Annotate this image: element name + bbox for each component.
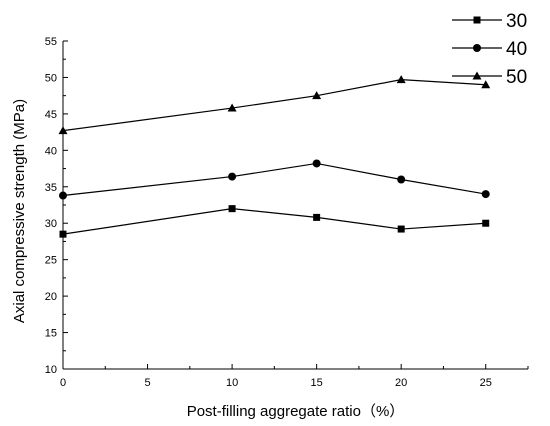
- y-tick-label: 35: [45, 182, 57, 194]
- y-tick-label: 30: [45, 218, 57, 230]
- data-point-30-1: [228, 205, 236, 213]
- legend-entry-50: 50: [452, 67, 527, 88]
- data-point-40-1: [228, 172, 237, 181]
- axes: 10 15 20 25 30 35 40 45 50 55 0 5 10 15 20 25: [45, 36, 529, 389]
- x-tick-label: 10: [226, 377, 238, 389]
- legend-entry-30: 30: [452, 11, 527, 32]
- x-tick-label: 0: [60, 377, 66, 389]
- legend-marker: [473, 16, 481, 24]
- data-point-30-4: [482, 219, 490, 227]
- legend-label: 40: [506, 39, 527, 60]
- legend-label: 30: [506, 11, 527, 32]
- data-point-50-0: [58, 126, 68, 135]
- data-point-40-3: [397, 175, 406, 184]
- series-line-50: [62, 79, 486, 132]
- series-group: [58, 75, 491, 238]
- data-point-30-3: [397, 225, 405, 233]
- y-tick-label: 25: [45, 255, 57, 267]
- x-tick-label: 5: [144, 377, 150, 389]
- series-line-40: [62, 162, 486, 197]
- legend: 30 40 50: [452, 11, 527, 88]
- x-tick-label: 25: [480, 377, 492, 389]
- data-point-40-4: [481, 190, 490, 199]
- x-axis-label: Post-filling aggregate ratio（%）: [187, 403, 405, 420]
- data-point-40-0: [59, 191, 67, 200]
- legend-label: 50: [506, 67, 527, 88]
- y-tick-label: 55: [45, 36, 57, 48]
- legend-marker: [472, 71, 482, 80]
- y-tick-label: 45: [45, 109, 57, 121]
- data-point-50-2: [312, 91, 322, 100]
- y-tick-label: 40: [45, 145, 57, 157]
- data-point-50-4: [481, 80, 491, 89]
- series-line-30: [62, 208, 486, 235]
- x-tick-label: 20: [395, 377, 407, 389]
- y-tick-label: 10: [45, 364, 57, 376]
- data-point-50-3: [396, 75, 406, 84]
- data-point-30-0: [59, 230, 67, 238]
- y-tick-label: 50: [45, 72, 57, 84]
- legend-entry-40: 40: [452, 39, 527, 60]
- series-40: [59, 159, 490, 200]
- data-point-50-1: [227, 103, 237, 112]
- y-tick-label: 20: [45, 291, 57, 303]
- legend-marker: [473, 44, 481, 52]
- y-tick-label: 15: [45, 328, 57, 340]
- series-50: [58, 75, 491, 135]
- y-axis-label: Axial compressive strength (MPa): [11, 99, 28, 323]
- data-point-40-2: [312, 159, 321, 168]
- data-point-30-2: [313, 213, 321, 221]
- x-tick-label: 15: [311, 377, 323, 389]
- series-30: [59, 205, 490, 238]
